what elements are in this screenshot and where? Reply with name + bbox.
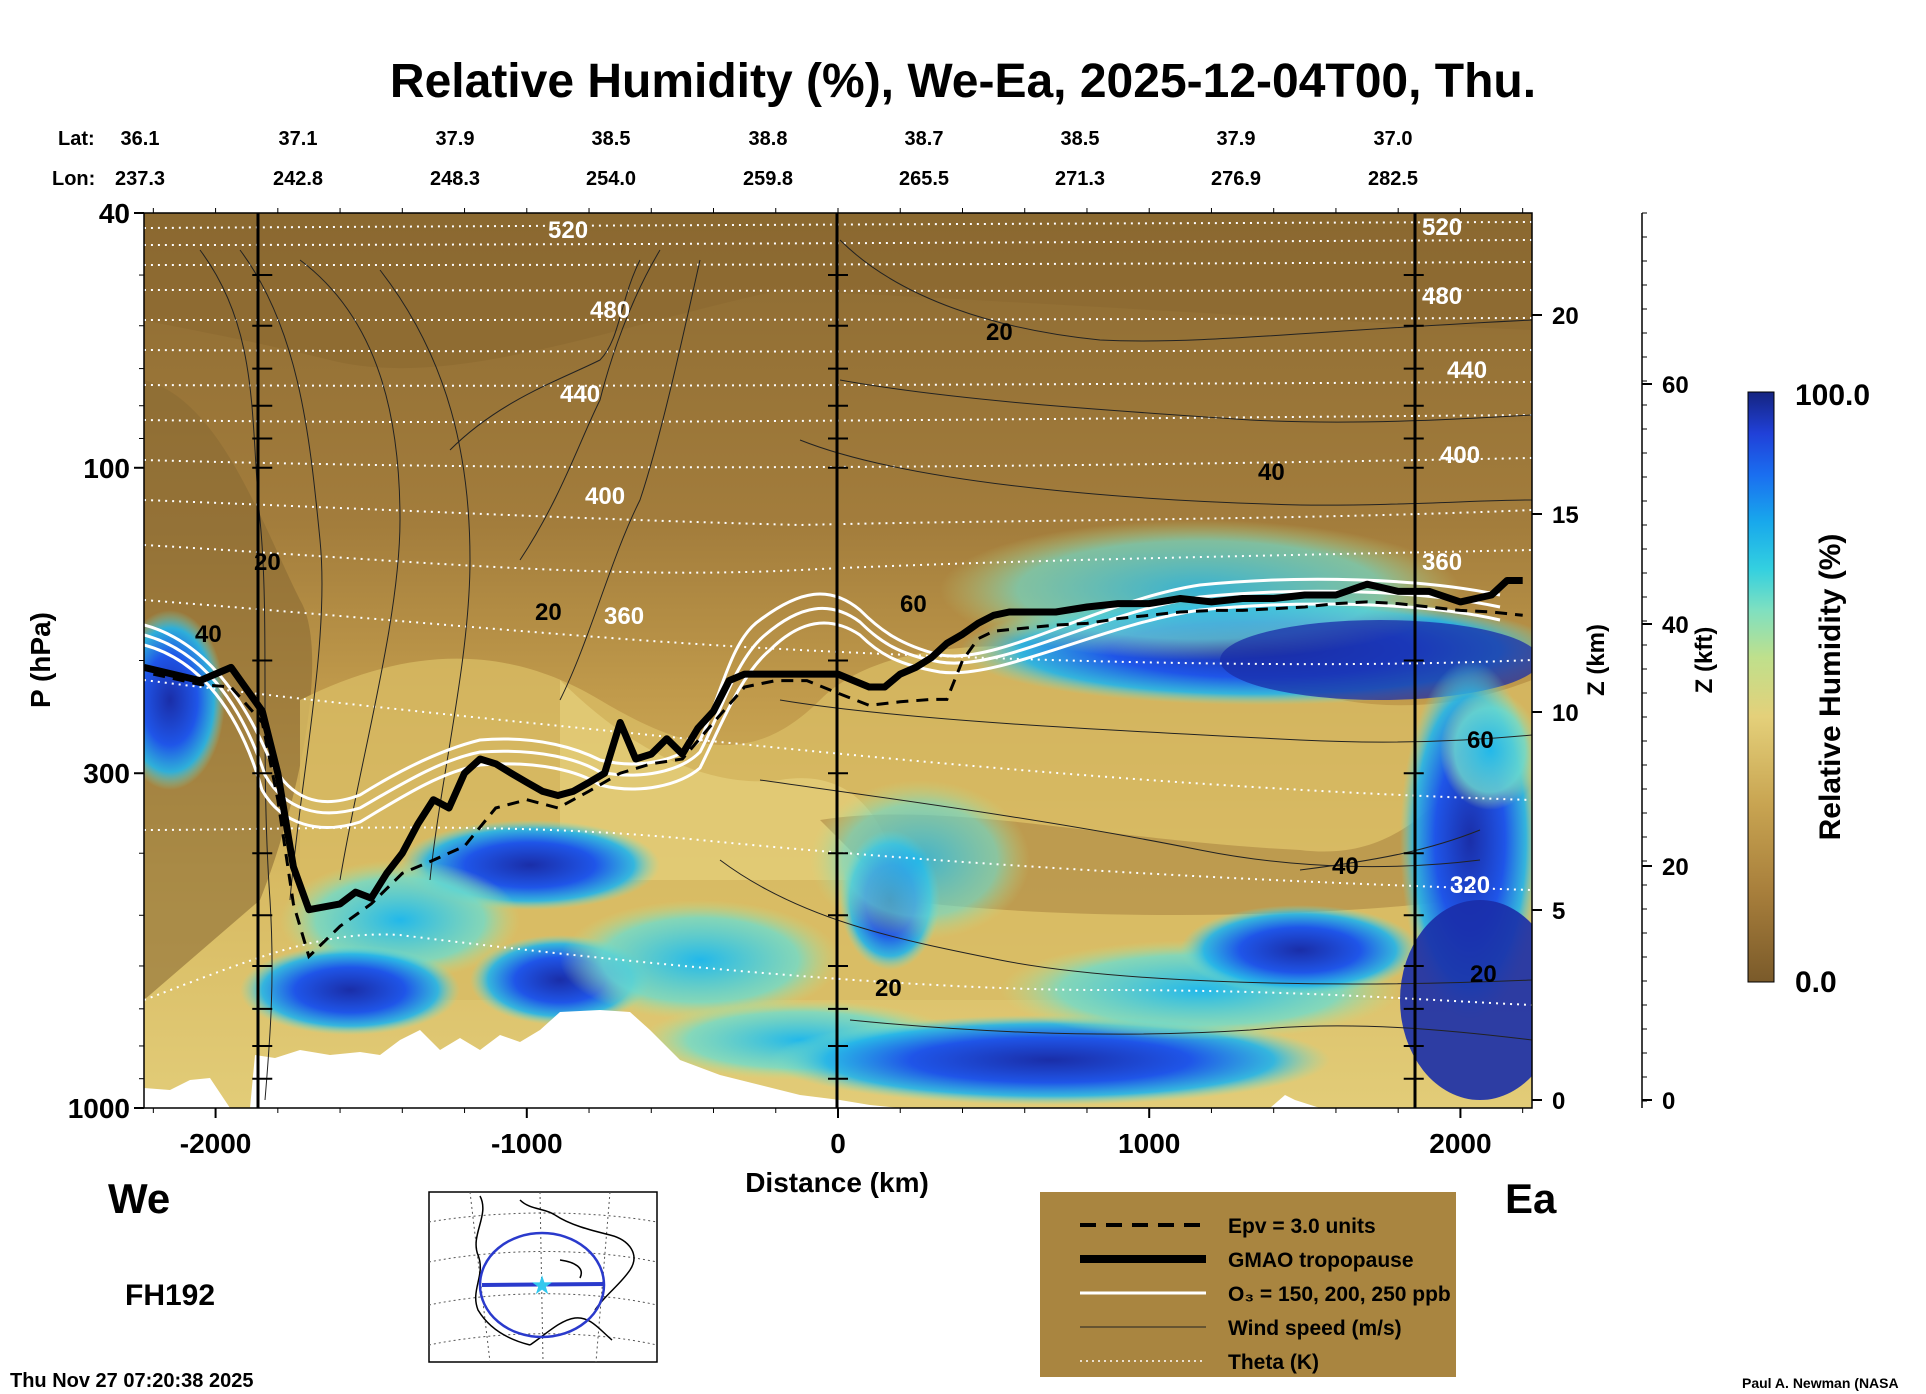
lon-value: 271.3	[1055, 168, 1105, 190]
map-inset: ★	[428, 1191, 658, 1363]
y-axis-label: P (hPa)	[25, 612, 56, 708]
x-tick-label: 1000	[1118, 1128, 1180, 1159]
colorbar	[1747, 391, 1775, 983]
lon-value: 237.3	[115, 168, 165, 190]
theta-label-360-right: 360	[1422, 549, 1462, 576]
colorbar-label: Relative Humidity (%)	[1814, 534, 1847, 841]
wind-label-40-left: 40	[195, 621, 222, 648]
theta-contours	[144, 221, 1532, 1006]
svg-text:★: ★	[530, 1270, 553, 1300]
theta-label-480: 480	[590, 297, 630, 324]
pressure-axis: 40 100 300 1000	[68, 198, 144, 1124]
lon-label: Lon:	[52, 168, 95, 190]
legend-label: Theta (K)	[1228, 1351, 1319, 1374]
x-tick-label: -1000	[491, 1128, 563, 1159]
wind-label-20-mid: 20	[535, 599, 562, 626]
y-tick-label: 100	[83, 453, 130, 484]
y-tick-label: 40	[99, 198, 130, 229]
z-kft-axis: 60 40 20 0	[1642, 212, 1689, 1115]
legend: Epv = 3.0 units GMAO tropopause O₃ = 150, …	[1040, 1192, 1456, 1377]
lat-values: 36.1 37.1 37.9 38.5 38.8 38.7 38.5 37.9 37.0	[121, 128, 1413, 150]
lon-value: 248.3	[430, 168, 480, 190]
wind-label-20-low: 20	[875, 975, 902, 1002]
z-kft-label: Z (kft)	[1691, 627, 1718, 694]
credit: Paul A. Newman (NASA	[1742, 1375, 1899, 1391]
legend-label: Epv = 3.0 units	[1228, 1215, 1376, 1238]
legend-box	[1040, 1192, 1456, 1377]
lat-value: 38.5	[1061, 128, 1100, 150]
wind-contours	[199, 239, 1532, 1101]
theta-label-360: 360	[604, 603, 644, 630]
theta-label-320: 320	[1450, 872, 1490, 899]
lat-value: 37.9	[1217, 128, 1256, 150]
theta-label-440: 440	[560, 381, 600, 408]
theta-label-440-right: 440	[1447, 357, 1487, 384]
x-tick-label: -2000	[180, 1128, 252, 1159]
wind-label-60: 60	[900, 591, 927, 618]
legend-label: Wind speed (m/s)	[1228, 1317, 1402, 1340]
wind-label-20-top: 20	[986, 319, 1013, 346]
marker-ticks	[252, 274, 1424, 1080]
lat-value: 38.5	[592, 128, 631, 150]
z-km-tick-label: 20	[1552, 303, 1579, 330]
lon-value: 282.5	[1368, 168, 1418, 190]
x-tick-label: 0	[830, 1128, 846, 1159]
theta-label-520-right: 520	[1422, 214, 1462, 241]
z-km-tick-label: 10	[1552, 700, 1579, 727]
wind-label-40-top: 40	[1258, 459, 1285, 486]
lat-value: 37.0	[1374, 128, 1413, 150]
chart-title: Relative Humidity (%), We-Ea, 2025-12-04…	[390, 55, 1536, 108]
lon-value: 242.8	[273, 168, 323, 190]
theta-label-480-right: 480	[1422, 283, 1462, 310]
east-label: Ea	[1505, 1175, 1557, 1222]
z-km-tick-label: 15	[1552, 502, 1579, 529]
colorbar-min: 0.0	[1795, 966, 1837, 999]
y-tick-label: 1000	[68, 1093, 130, 1124]
distance-axis: -2000 -1000 0 1000 2000	[152, 208, 1524, 1159]
lon-value: 276.9	[1211, 168, 1261, 190]
lon-values: 237.3 242.8 248.3 254.0 259.8 265.5 271.3 276.9…	[115, 168, 1418, 190]
wind-label-40-low: 40	[1332, 853, 1359, 880]
west-label: We	[108, 1175, 170, 1222]
timestamp: Thu Nov 27 07:20:38 2025	[10, 1370, 253, 1392]
theta-labels: 520 480 440 400 360 520 480 440 400 360 …	[548, 214, 1490, 899]
theta-label-400-right: 400	[1440, 442, 1480, 469]
legend-label: O₃ = 150, 200, 250 ppb	[1228, 1283, 1451, 1306]
colorbar-max: 100.0	[1795, 379, 1870, 412]
x-tick-label: 2000	[1429, 1128, 1491, 1159]
lat-value: 37.1	[279, 128, 318, 150]
tropopause-line	[144, 577, 1523, 914]
lat-value: 36.1	[121, 128, 160, 150]
lon-value: 254.0	[586, 168, 636, 190]
epv-line	[152, 600, 1523, 960]
z-km-label: Z (km)	[1583, 624, 1610, 696]
lat-label: Lat:	[58, 128, 95, 150]
lon-value: 265.5	[899, 168, 949, 190]
wind-label-60-right: 60	[1467, 727, 1494, 754]
theta-label-400: 400	[585, 483, 625, 510]
forecast-hour: FH192	[125, 1279, 215, 1312]
legend-label: GMAO tropopause	[1228, 1249, 1414, 1272]
z-kft-tick-label: 60	[1662, 372, 1689, 399]
y-tick-label: 300	[83, 758, 130, 789]
lat-value: 38.7	[905, 128, 944, 150]
lon-value: 259.8	[743, 168, 793, 190]
x-axis-label: Distance (km)	[745, 1167, 929, 1198]
z-km-axis: 20 15 10 5 0	[1532, 303, 1579, 1115]
lat-value: 37.9	[436, 128, 475, 150]
z-kft-tick-label: 0	[1662, 1088, 1675, 1115]
z-km-tick-label: 0	[1552, 1088, 1565, 1115]
z-kft-tick-label: 40	[1662, 612, 1689, 639]
z-km-tick-label: 5	[1552, 898, 1565, 925]
lat-value: 38.8	[749, 128, 788, 150]
theta-label-520: 520	[548, 217, 588, 244]
wind-label-20-right: 20	[1470, 961, 1497, 988]
z-kft-tick-label: 20	[1662, 854, 1689, 881]
